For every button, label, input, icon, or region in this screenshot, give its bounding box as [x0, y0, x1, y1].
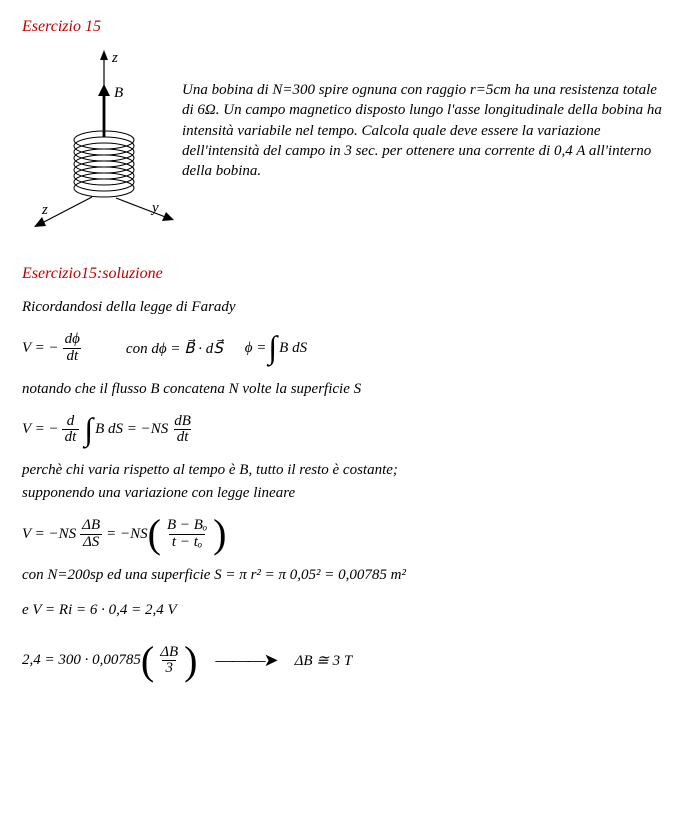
paren-open-icon: (	[141, 645, 154, 677]
solution-line-5: e V = Ri = 6 · 0,4 = 2,4 V	[22, 600, 669, 621]
paren-open-icon: (	[148, 518, 161, 550]
eq3-num1: ΔB	[79, 518, 103, 534]
eq4-a: 2,4 = 300 · 0,00785	[22, 652, 141, 669]
eq4-den: 3	[162, 660, 176, 677]
eq1-phi-rhs: B dS	[279, 340, 307, 357]
coil-figure: z B z y	[22, 42, 182, 247]
arrow-right-icon: ———➤	[216, 650, 277, 671]
eq3-a: V = −NS	[22, 526, 76, 543]
solution-line-4: con N=200sp ed una superficie S = π r² =…	[22, 565, 669, 586]
eq2-num2: dB	[171, 414, 194, 430]
paren-close-icon: )	[213, 518, 226, 550]
integral-icon: ∫	[84, 417, 93, 443]
paren-close-icon: )	[184, 645, 197, 677]
eq2-den2: dt	[174, 429, 192, 446]
solution-line-1: Ricordandosi della legge di Farady	[22, 297, 669, 318]
eq1-num: dϕ	[62, 332, 83, 348]
eq2-mid: B dS = −NS	[95, 421, 168, 438]
equation-4: 2,4 = 300 · 0,00785 ( ΔB 3 ) ———➤ ΔB ≅ 3…	[22, 645, 669, 678]
solution-title: Esercizio15:soluzione	[22, 265, 669, 283]
axis-z-bottom: z	[41, 202, 48, 218]
eq1-den: dt	[63, 348, 81, 365]
solution-line-2: notando che il flusso B concatena N volt…	[22, 379, 669, 400]
eq2-den1: dt	[62, 429, 80, 446]
equation-3: V = −NS ΔB ΔS = −NS ( B − Bₒ t − tₒ )	[22, 518, 669, 551]
eq1-lhs: V = −	[22, 340, 59, 357]
eq3-den1: ΔS	[80, 534, 102, 551]
eq1-con: con dϕ = B⃗ · dS⃗	[126, 339, 223, 358]
integral-icon: ∫	[268, 335, 277, 361]
exercise-title: Esercizio 15	[22, 18, 669, 36]
problem-text: Una bobina di N=300 spire ognuna con rag…	[182, 42, 669, 181]
axis-z-top: z	[111, 50, 118, 66]
eq3-den2: t − tₒ	[169, 534, 205, 551]
equation-1: V = − dϕ dt con dϕ = B⃗ · dS⃗ ϕ = ∫ B dS	[22, 332, 669, 365]
problem-row: z B z y	[22, 42, 669, 247]
b-vector-label: B	[114, 85, 123, 101]
eq3-b: = −NS	[106, 526, 148, 543]
solution-line-3a: perchè chi varia rispetto al tempo è B, …	[22, 460, 669, 481]
eq1-phi-lhs: ϕ =	[245, 340, 267, 357]
axis-y: y	[150, 200, 159, 216]
eq4-num: ΔB	[157, 645, 181, 661]
eq4-result: ΔB ≅ 3 T	[295, 651, 353, 670]
solution-line-3b: supponendo una variazione con legge line…	[22, 483, 669, 504]
eq3-num2: B − Bₒ	[164, 518, 210, 534]
eq2-a: V = −	[22, 421, 59, 438]
eq2-num1: d	[64, 414, 78, 430]
equation-2: V = − d dt ∫ B dS = −NS dB dt	[22, 414, 669, 447]
